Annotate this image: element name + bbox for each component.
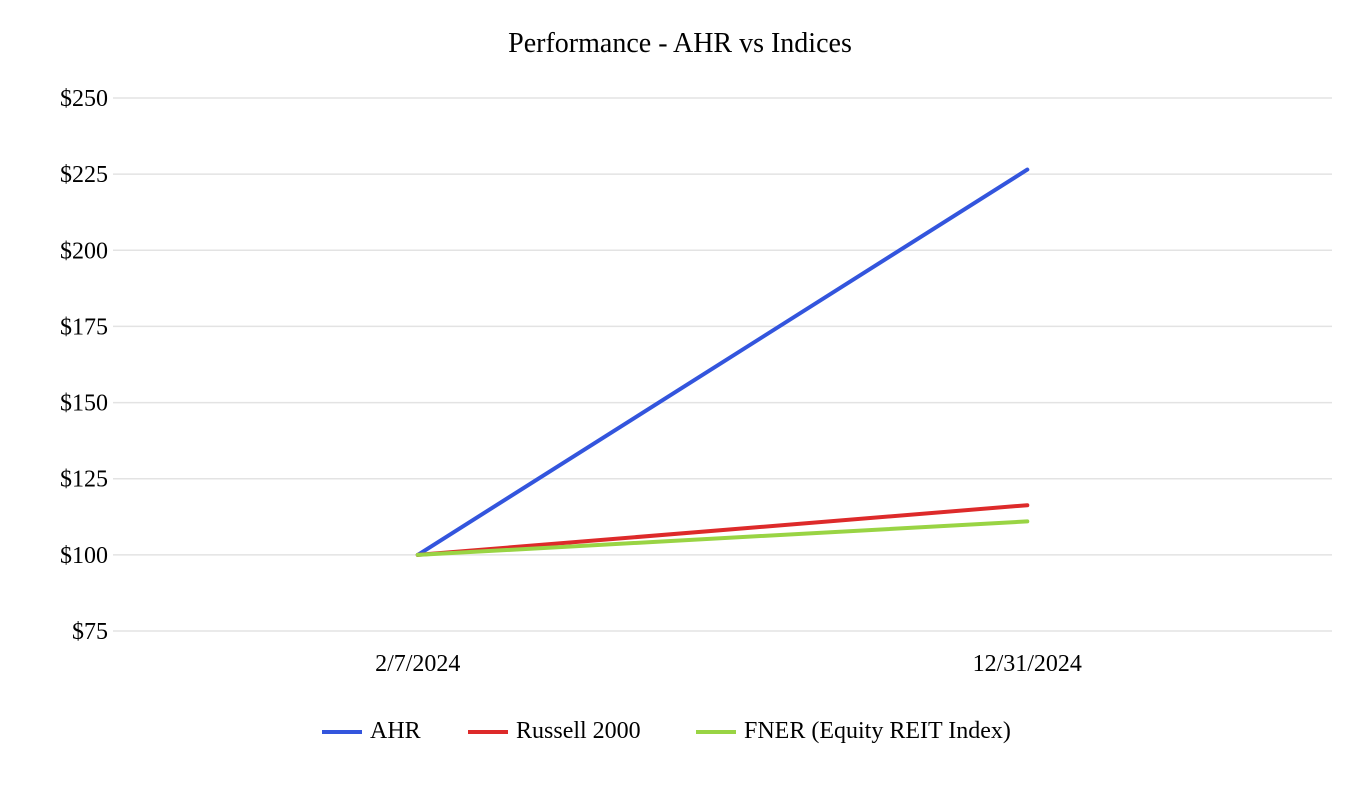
y-tick-label: $125 bbox=[60, 467, 108, 493]
x-tick-label: 2/7/2024 bbox=[375, 651, 460, 677]
y-tick-label: $250 bbox=[60, 86, 108, 112]
series-line-ahr bbox=[415, 167, 1030, 557]
x-tick-label: 12/31/2024 bbox=[973, 651, 1082, 677]
y-tick-label: $150 bbox=[60, 391, 108, 417]
y-tick-label: $100 bbox=[60, 543, 108, 569]
y-tick-label: $175 bbox=[60, 314, 108, 340]
y-tick-label: $225 bbox=[60, 162, 108, 188]
gridlines bbox=[113, 97, 1332, 632]
legend: AHR Russell 2000 FNER (Equity REIT Index) bbox=[322, 718, 1011, 744]
legend-label-fner-equity-reit-index: FNER (Equity REIT Index) bbox=[744, 718, 1011, 744]
y-axis-ticks: $75 $100 $125 $150 $175 $200 $225 $250 bbox=[60, 86, 108, 645]
series-line-russell-2000 bbox=[415, 503, 1030, 557]
chart-title: Performance - AHR vs Indices bbox=[508, 28, 852, 59]
legend-label-ahr: AHR bbox=[370, 718, 421, 744]
legend-label-russell-2000: Russell 2000 bbox=[516, 718, 641, 744]
x-axis-ticks: 2/7/2024 12/31/2024 bbox=[375, 651, 1082, 677]
y-tick-label: $200 bbox=[60, 238, 108, 264]
series-lines bbox=[415, 167, 1030, 557]
series-line-fner-equity-reit-index bbox=[415, 519, 1030, 557]
y-tick-label: $75 bbox=[72, 619, 108, 645]
